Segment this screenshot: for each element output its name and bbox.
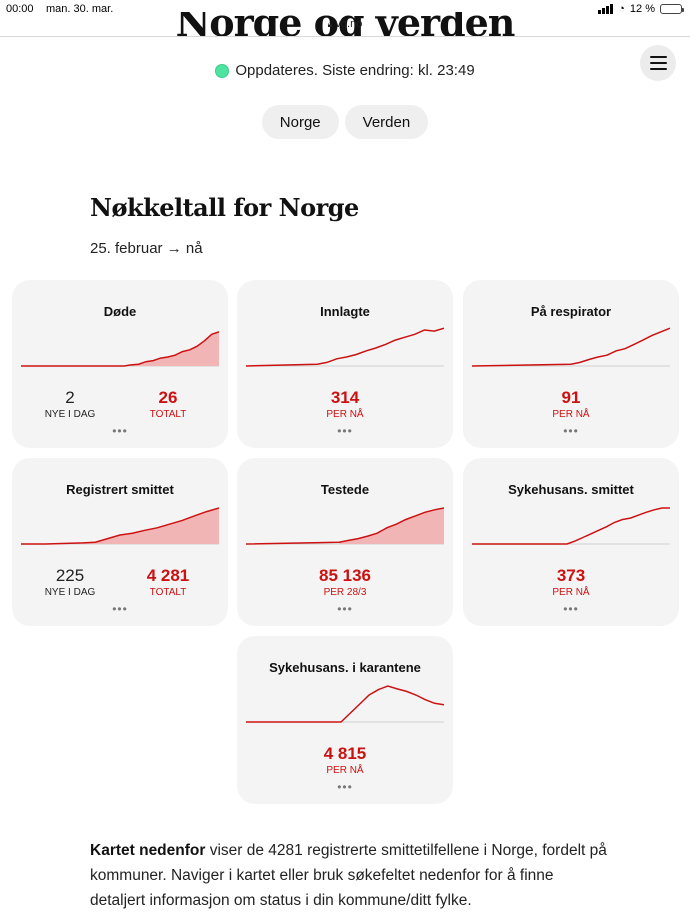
more-dots-icon[interactable]: •••: [112, 424, 128, 438]
stat-new-today: 2 NYE I DAG: [32, 388, 108, 421]
sparkline-chart: [21, 507, 219, 545]
sparkline-area: [21, 508, 219, 544]
map-intro-paragraph: Kartet nedenfor viser de 4281 registrert…: [90, 838, 610, 913]
region-tabs: Norge Verden: [0, 105, 690, 139]
stat-current-label: PER NÅ: [326, 765, 364, 776]
update-status: Oppdateres. Siste endring: kl. 23:49: [0, 62, 690, 79]
stat-current-label: PER NÅ: [552, 587, 590, 598]
stat-current-label: PER 28/3: [323, 587, 367, 598]
date-range: 25. februar → nå: [90, 240, 203, 257]
hamburger-icon: [649, 56, 667, 58]
battery-icon: [660, 4, 684, 14]
stat-current-value: 91: [561, 388, 581, 407]
hero-title: Norge og verden: [175, 12, 516, 37]
stat-card[interactable]: På respirator 91 PER NÅ •••: [463, 280, 679, 448]
sparkline-line: [21, 507, 219, 545]
status-date: man. 30. mar.: [46, 3, 114, 15]
sparkline-line: [246, 507, 444, 545]
stat-current: 314 PER NÅ: [237, 388, 453, 421]
stat-current: 91 PER NÅ: [463, 388, 679, 421]
status-right: ◔ 12 %: [598, 3, 684, 15]
stat-card-title: Sykehusans. smittet: [508, 482, 634, 497]
stat-current: 373 PER NÅ: [463, 566, 679, 599]
stat-total-value: 26: [158, 388, 178, 407]
sparkline-chart: [246, 327, 444, 367]
stat-card-title: Døde: [103, 304, 137, 319]
stat-card[interactable]: Sykehusans. i karantene 4 815 PER NÅ •••: [237, 636, 453, 804]
more-dots-icon[interactable]: •••: [563, 602, 579, 616]
stat-new-today-value: 225: [55, 566, 85, 585]
stat-card-title: Registrert smittet: [66, 482, 174, 497]
section-title: Nøkkeltall for Norge: [90, 193, 359, 222]
stat-current-value: 314: [330, 388, 360, 407]
stat-current: 4 815 PER NÅ: [237, 744, 453, 777]
lock-icon: 🔒︎: [327, 19, 333, 29]
more-dots-icon[interactable]: •••: [112, 602, 128, 616]
sparkline-chart: [21, 331, 219, 367]
stat-total-value: 4 281: [146, 566, 190, 585]
url-text: vg.no: [335, 18, 363, 30]
stat-total-label: TOTALT: [149, 587, 187, 598]
stat-current-value: 373: [556, 566, 586, 585]
stat-current-label: PER NÅ: [552, 409, 590, 420]
stat-new-today-label: NYE I DAG: [44, 587, 96, 598]
stat-card[interactable]: Sykehusans. smittet 373 PER NÅ •••: [463, 458, 679, 626]
stat-new-today: 225 NYE I DAG: [32, 566, 108, 599]
stat-new-today-label: NYE I DAG: [44, 409, 96, 420]
stat-card-title: På respirator: [530, 304, 612, 319]
stat-card-title: Innlagte: [320, 304, 370, 319]
sparkline-area: [124, 331, 219, 366]
sparkline-chart: [246, 507, 444, 545]
more-dots-icon[interactable]: •••: [337, 424, 353, 438]
sparkline-chart: [472, 507, 670, 545]
stat-total: 26 TOTALT: [130, 388, 206, 421]
battery-percent: 12 %: [629, 3, 655, 15]
sparkline-line: [246, 685, 444, 723]
more-dots-icon[interactable]: •••: [563, 424, 579, 438]
stat-current-label: PER NÅ: [326, 409, 364, 420]
stat-card[interactable]: Innlagte 314 PER NÅ •••: [237, 280, 453, 448]
stat-card[interactable]: Testede 85 136 PER 28/3 •••: [237, 458, 453, 626]
stat-card-title: Testede: [320, 482, 370, 497]
url-bar[interactable]: 🔒︎ vg.no: [0, 18, 690, 36]
map-intro-text: viser de 4281 registrerte smittetilfelle…: [90, 842, 607, 909]
stat-card[interactable]: Registrert smittet 225 NYE I DAG 4 281 TOTAL…: [12, 458, 228, 626]
status-bar: 00:00 man. 30. mar. ◔ 12 %: [0, 0, 690, 20]
sparkline-chart: [246, 685, 444, 723]
more-dots-icon[interactable]: •••: [337, 602, 353, 616]
map-intro-bold: Kartet nedenfor: [90, 842, 206, 859]
tab-norge[interactable]: Norge: [261, 105, 339, 139]
sparkline-line: [472, 507, 670, 545]
live-dot-icon: [215, 63, 230, 78]
sparkline-line: [246, 327, 444, 367]
stat-card[interactable]: Døde 2 NYE I DAG 26 TOTALT •••: [12, 280, 228, 448]
stat-card-title: Sykehusans. i karantene: [269, 660, 421, 675]
wifi-icon: ◔: [618, 3, 625, 15]
sparkline-chart: [472, 327, 670, 367]
stat-total-label: TOTALT: [149, 409, 187, 420]
stat-current: 85 136 PER 28/3: [237, 566, 453, 599]
signal-icon: [598, 4, 614, 14]
update-text: Oppdateres. Siste endring: kl. 23:49: [235, 62, 475, 79]
menu-button[interactable]: [640, 45, 676, 81]
stat-new-today-value: 2: [65, 388, 75, 407]
more-dots-icon[interactable]: •••: [337, 780, 353, 794]
stat-total: 4 281 TOTALT: [130, 566, 206, 599]
status-time: 00:00: [6, 3, 34, 15]
url-bar-divider: [0, 36, 690, 37]
sparkline-line: [21, 331, 219, 367]
stat-current-value: 4 815: [323, 744, 367, 763]
tab-verden[interactable]: Verden: [344, 105, 429, 139]
sparkline-line: [472, 327, 670, 367]
stat-current-value: 85 136: [319, 566, 371, 585]
